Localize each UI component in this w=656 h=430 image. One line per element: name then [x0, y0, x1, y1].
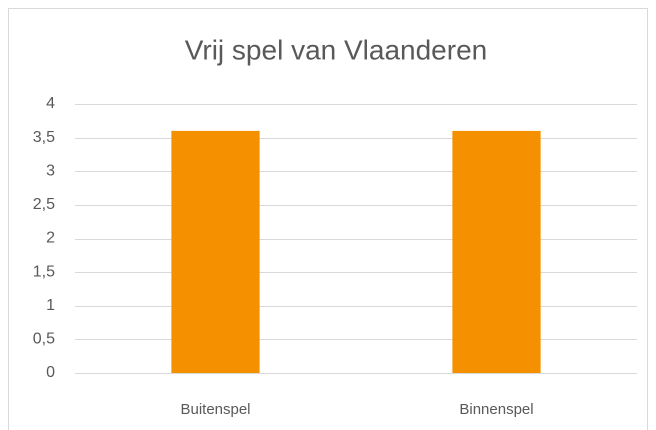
- x-tick-label: Binnenspel: [459, 401, 533, 418]
- y-tick-label: 1,5: [33, 263, 55, 280]
- y-tick-label: 0: [46, 364, 55, 381]
- y-tick-label: 4: [46, 95, 55, 112]
- x-tick-label: Buitenspel: [180, 401, 250, 418]
- y-tick-label: 2,5: [33, 196, 55, 213]
- bar: [452, 130, 541, 373]
- y-tick-label: 3: [46, 162, 55, 179]
- bar: [171, 130, 260, 373]
- chart-border: [8, 8, 648, 430]
- y-tick-label: 3,5: [33, 129, 55, 146]
- chart-title: Vrij spel van Vlaanderen: [185, 34, 487, 65]
- y-tick-label: 0,5: [33, 331, 55, 348]
- y-tick-label: 2: [46, 230, 55, 247]
- y-tick-label: 1: [46, 297, 55, 314]
